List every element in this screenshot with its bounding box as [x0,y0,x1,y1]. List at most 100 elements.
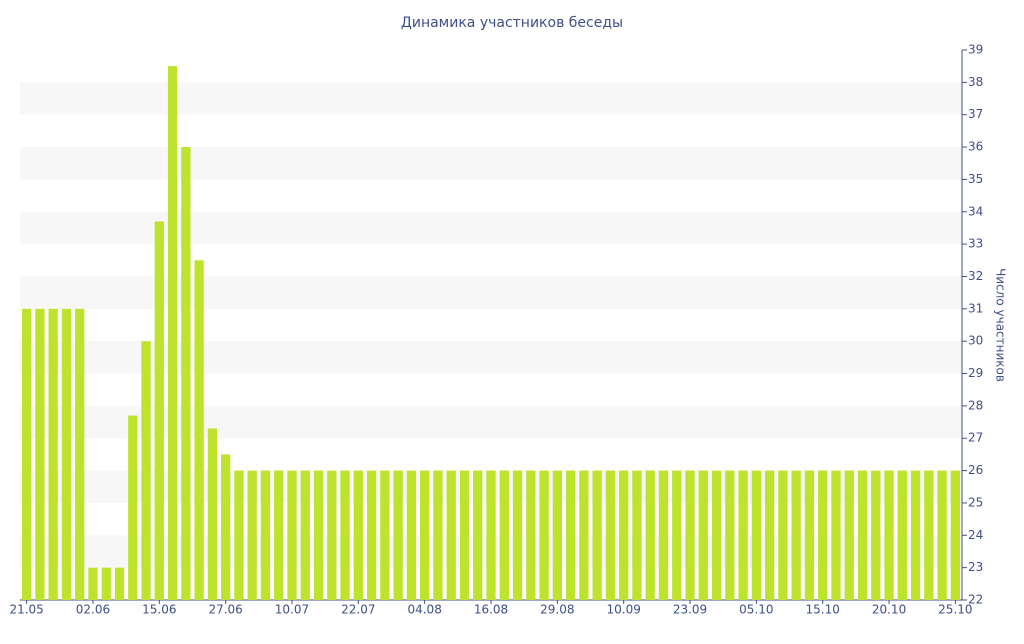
bar [764,470,775,600]
y-tick-label: 35 [968,172,983,186]
bar [154,221,164,600]
bar [446,470,456,600]
bar [579,470,589,600]
bar [950,470,961,600]
y-tick-label: 31 [968,301,983,315]
bar [35,308,45,600]
y-tick-label: 32 [968,269,983,283]
bar [141,341,151,600]
bar [698,470,708,600]
y-tick-label: 39 [968,43,983,57]
y-tick-label: 30 [968,334,983,348]
bar [565,470,576,600]
bar [406,470,417,600]
x-tick-label: 15.06 [142,603,176,617]
y-tick-label: 23 [968,560,983,574]
bar [48,308,58,600]
bar [711,470,722,600]
bar [512,470,523,600]
bar [459,470,470,600]
bar [672,470,682,600]
bar [738,470,748,600]
bar [844,470,854,600]
y-axis-label: Число участников [994,268,1008,382]
bar [725,470,735,600]
bar [605,470,616,600]
bar [260,470,271,600]
bar [167,66,178,601]
x-tick-label: 16.08 [474,603,508,617]
y-tick-label: 27 [968,431,983,445]
bar [300,470,310,600]
bar [539,470,549,600]
bar [871,470,881,600]
x-tick-label: 02.06 [76,603,110,617]
bar [128,415,138,600]
bar [552,470,562,600]
x-tick-label: 20.10 [872,603,906,617]
bar [897,470,907,600]
bar [234,470,244,600]
bar [88,567,98,600]
y-tick-label: 28 [968,398,983,412]
bar [207,428,218,600]
bar [526,470,536,600]
bar [619,470,629,600]
grid-band [20,82,962,115]
bar [804,470,815,600]
bar [21,308,32,600]
y-tick-label: 25 [968,495,983,509]
x-tick-label: 21.05 [9,603,43,617]
bar [340,470,350,600]
bar [778,470,788,600]
y-tick-label: 34 [968,204,983,218]
y-tick-label: 24 [968,528,983,542]
bar [473,470,483,600]
bar [486,470,496,600]
grid-band [20,147,962,180]
x-tick-label: 29.08 [540,603,574,617]
bar [791,470,801,600]
bar [61,308,72,600]
bar [499,470,509,600]
bar [75,308,85,600]
y-tick-label: 33 [968,237,983,251]
x-tick-label: 05.10 [739,603,773,617]
bar [592,470,602,600]
y-tick-label: 37 [968,107,983,121]
bar [751,470,761,600]
bar [353,470,363,600]
bar [274,470,284,600]
y-tick-label: 38 [968,75,983,89]
x-tick-label: 04.08 [407,603,441,617]
bar [393,470,403,600]
bar [313,470,324,600]
bar [380,470,390,600]
chart-title: Динамика участников беседы [401,15,623,31]
bar [632,470,642,600]
bar [287,470,297,600]
bar [221,454,231,600]
bar [937,470,947,600]
x-tick-label: 10.07 [275,603,309,617]
x-tick-label: 22.07 [341,603,375,617]
bar [884,470,894,600]
bar [101,567,111,600]
bar [658,470,669,600]
bar [818,470,828,600]
bar [645,470,655,600]
bar [247,470,257,600]
bar [420,470,430,600]
x-tick-label: 25.10 [938,603,972,617]
bar [181,147,191,600]
bar [433,470,443,600]
bar [831,470,841,600]
y-tick-label: 29 [968,366,983,380]
bar [685,470,695,600]
bar [194,260,204,600]
y-tick-label: 26 [968,463,983,477]
bar [114,567,125,600]
bar [910,470,921,600]
bar [327,470,337,600]
